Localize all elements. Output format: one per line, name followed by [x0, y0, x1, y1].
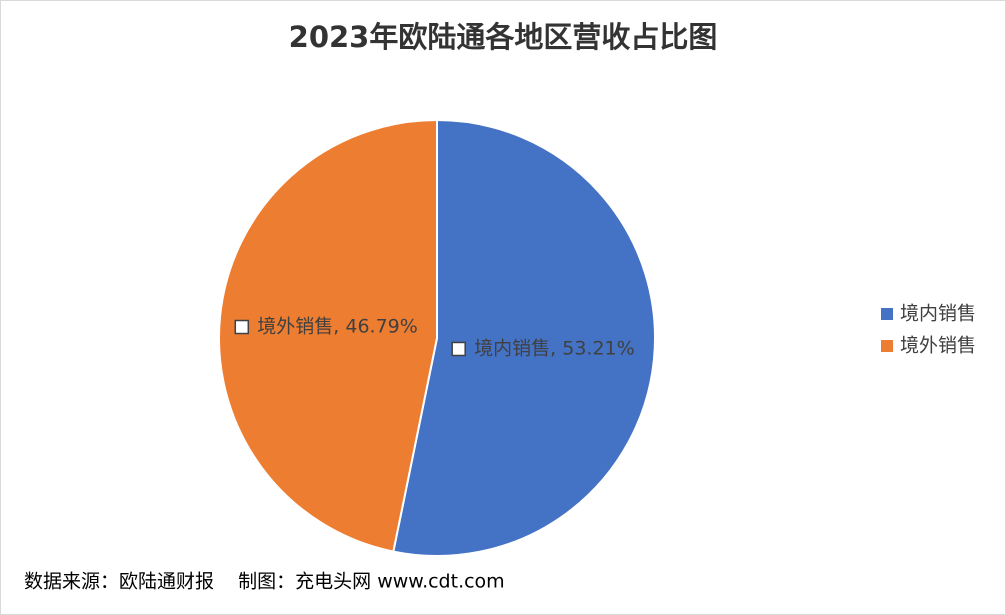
legend-swatch [881, 308, 893, 320]
label-marker [451, 341, 466, 357]
label-marker [234, 319, 250, 335]
pie-slice [218, 118, 438, 553]
legend-label: 境内销售 [900, 303, 976, 325]
source-note: 数据来源：欧陆通财报 制图：充电头网 www.cdt.com [24, 571, 505, 593]
data-label: 境外销售, 46.79% [257, 316, 418, 338]
legend-label: 境外销售 [900, 335, 976, 357]
chart-title: 2023年欧陆通各地区营收占比图 [289, 20, 718, 54]
pie-slice [392, 118, 656, 557]
legend-swatch [881, 340, 893, 352]
data-label: 境内销售, 53.21% [474, 337, 635, 359]
